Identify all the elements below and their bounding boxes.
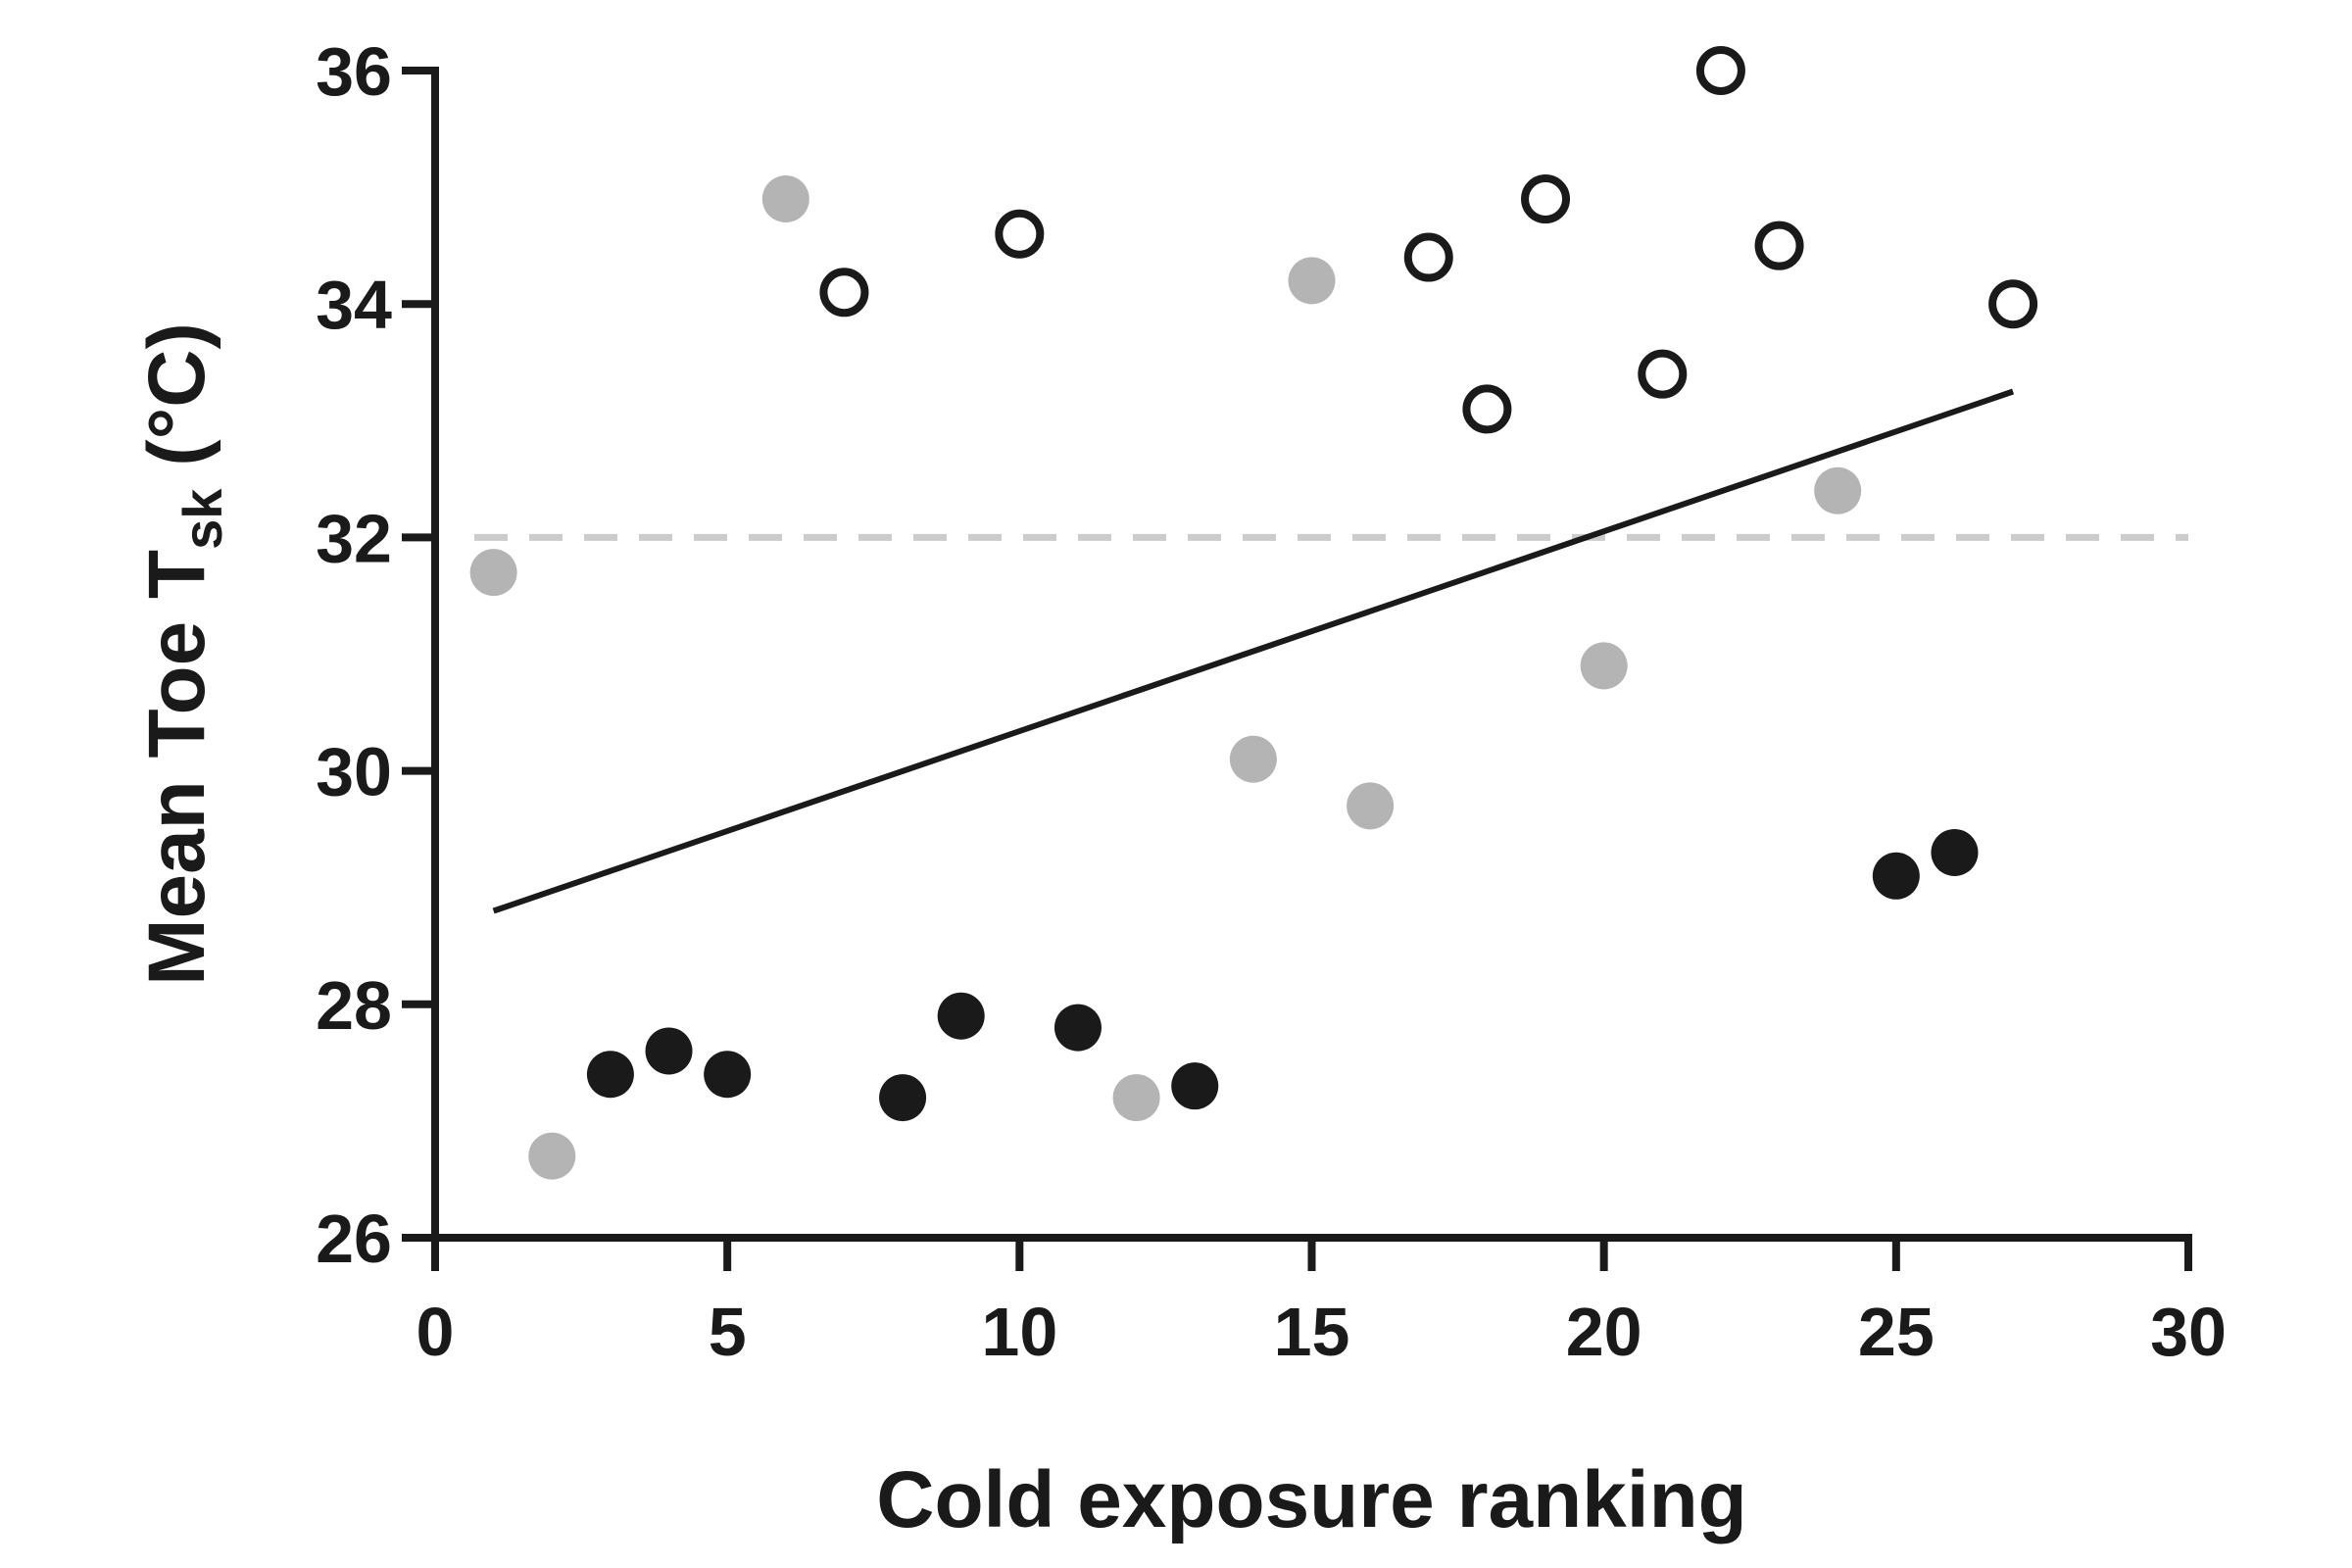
point-filled-25 [1872, 852, 1920, 900]
point-open-7 [819, 268, 869, 318]
point-gray-6 [761, 175, 809, 223]
point-filled-26 [1931, 828, 1979, 876]
x-tick-label-15: 15 [1274, 1294, 1350, 1370]
point-gray-2 [528, 1132, 576, 1180]
y-axis-title-main: Mean Toe T [132, 550, 221, 986]
y-axis-title: Mean Toe Tsk (°C) [132, 322, 233, 986]
data-points [469, 46, 2038, 1180]
point-filled-13 [1171, 1062, 1219, 1110]
y-tick-label-32: 32 [316, 500, 392, 576]
point-gray-16 [1347, 782, 1395, 830]
y-tick-label-30: 30 [316, 734, 392, 810]
x-tick-label-10: 10 [981, 1294, 1057, 1370]
point-gray-15 [1288, 257, 1336, 305]
point-open-23 [1754, 220, 1804, 270]
point-filled-11 [1054, 1004, 1102, 1052]
point-filled-3 [586, 1051, 634, 1099]
point-open-17 [1403, 232, 1453, 282]
point-open-22 [1695, 46, 1745, 95]
point-filled-5 [704, 1051, 752, 1099]
x-tick-label-0: 0 [416, 1294, 455, 1370]
point-gray-20 [1580, 642, 1628, 690]
point-filled-4 [645, 1027, 693, 1075]
point-filled-9 [937, 992, 985, 1040]
point-open-19 [1521, 174, 1571, 224]
y-axis-title-unit: (°C) [132, 322, 221, 488]
x-tick-label-30: 30 [2150, 1294, 2227, 1370]
point-open-10 [995, 209, 1045, 259]
y-axis-ticks: 26 28 30 32 34 36 [316, 33, 435, 1277]
x-tick-label-20: 20 [1566, 1294, 1642, 1370]
x-tick-label-5: 5 [709, 1294, 747, 1370]
point-open-18 [1462, 384, 1512, 434]
y-tick-label-26: 26 [316, 1200, 392, 1277]
point-open-27 [1988, 279, 2038, 329]
y-tick-label-36: 36 [316, 33, 392, 110]
point-gray-24 [1814, 466, 1862, 514]
y-tick-label-28: 28 [316, 967, 392, 1044]
point-gray-1 [469, 549, 517, 597]
point-gray-12 [1112, 1074, 1160, 1122]
point-gray-14 [1229, 735, 1277, 783]
x-tick-label-25: 25 [1858, 1294, 1935, 1370]
y-tick-label-34: 34 [316, 267, 392, 343]
point-filled-8 [879, 1074, 927, 1122]
x-axis-title: Cold exposure ranking [876, 1455, 1747, 1544]
trend-line [492, 388, 2015, 914]
y-axis-title-subscript: sk [172, 488, 233, 550]
x-axis-ticks: 0 5 10 15 20 25 30 [416, 1238, 2227, 1370]
point-open-21 [1638, 349, 1688, 399]
